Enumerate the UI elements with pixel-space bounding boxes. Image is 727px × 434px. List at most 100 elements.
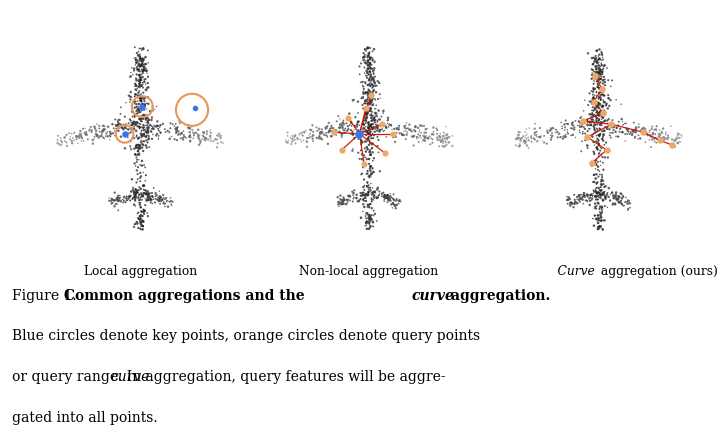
Point bbox=[171, 125, 182, 132]
Point bbox=[366, 165, 378, 172]
Point bbox=[140, 120, 152, 127]
Point bbox=[334, 116, 346, 123]
Point bbox=[413, 132, 425, 138]
Point bbox=[343, 115, 355, 122]
Point bbox=[371, 128, 383, 135]
Point bbox=[358, 86, 369, 93]
Point bbox=[369, 129, 380, 136]
Point bbox=[593, 194, 605, 201]
Point bbox=[364, 175, 376, 182]
Point bbox=[129, 114, 140, 121]
Point bbox=[133, 184, 145, 191]
Point bbox=[59, 138, 71, 145]
Point bbox=[567, 201, 579, 208]
Point bbox=[441, 135, 452, 142]
Text: aggregation.: aggregation. bbox=[446, 288, 550, 302]
Point bbox=[164, 129, 175, 136]
Point bbox=[174, 132, 186, 139]
Point bbox=[588, 151, 600, 158]
Point bbox=[145, 128, 156, 135]
Point bbox=[518, 138, 530, 145]
Point bbox=[600, 195, 611, 202]
Point bbox=[356, 137, 367, 144]
Point bbox=[128, 190, 140, 197]
Point bbox=[195, 140, 206, 147]
Point bbox=[358, 190, 369, 197]
Point bbox=[416, 123, 427, 130]
Point bbox=[362, 135, 374, 142]
Point bbox=[68, 138, 80, 145]
Point bbox=[184, 133, 196, 140]
Point bbox=[409, 133, 420, 140]
Point bbox=[595, 207, 607, 214]
Point bbox=[611, 194, 622, 201]
Point bbox=[134, 216, 145, 223]
Point bbox=[365, 112, 377, 119]
Point bbox=[366, 85, 378, 92]
Point bbox=[595, 80, 606, 87]
Point bbox=[585, 118, 597, 125]
Point bbox=[137, 217, 148, 224]
Point bbox=[140, 104, 151, 111]
Point bbox=[126, 187, 138, 194]
Point bbox=[90, 131, 102, 138]
Point bbox=[283, 138, 294, 145]
Point bbox=[446, 133, 458, 140]
Point bbox=[86, 128, 97, 135]
Point bbox=[139, 77, 150, 84]
Point bbox=[592, 61, 603, 68]
Point bbox=[132, 194, 144, 201]
Point bbox=[662, 135, 674, 142]
Point bbox=[357, 105, 369, 112]
Point bbox=[359, 145, 371, 152]
Point bbox=[598, 93, 610, 100]
Point bbox=[142, 197, 153, 204]
Point bbox=[138, 183, 150, 190]
Point bbox=[137, 223, 148, 230]
Point bbox=[119, 131, 130, 138]
Point bbox=[592, 74, 603, 81]
Point bbox=[369, 110, 381, 117]
Point bbox=[133, 200, 145, 207]
Point bbox=[137, 224, 148, 230]
Point bbox=[358, 79, 370, 86]
Point bbox=[599, 196, 611, 203]
Point bbox=[367, 126, 379, 133]
Point bbox=[597, 81, 608, 88]
Point bbox=[596, 53, 608, 59]
Point bbox=[579, 193, 591, 200]
Point bbox=[131, 142, 142, 149]
Point bbox=[129, 62, 141, 69]
Point bbox=[412, 125, 424, 132]
Point bbox=[583, 196, 595, 203]
Point bbox=[150, 194, 161, 201]
Point bbox=[165, 201, 177, 208]
Point bbox=[623, 201, 635, 207]
Point bbox=[519, 135, 531, 141]
Point bbox=[531, 134, 542, 141]
Point bbox=[587, 70, 598, 77]
Point bbox=[148, 185, 159, 192]
Point bbox=[135, 118, 147, 125]
Point bbox=[515, 136, 526, 143]
Point bbox=[67, 135, 79, 142]
Point bbox=[594, 209, 606, 216]
Point bbox=[372, 125, 384, 132]
Point bbox=[615, 200, 627, 207]
Point bbox=[658, 138, 670, 145]
Point bbox=[431, 131, 443, 138]
Point bbox=[365, 215, 377, 222]
Point bbox=[281, 139, 292, 146]
Point bbox=[103, 195, 115, 202]
Point bbox=[134, 56, 146, 63]
Point bbox=[650, 135, 662, 142]
Point bbox=[357, 191, 369, 198]
Point bbox=[598, 99, 609, 106]
Point bbox=[141, 106, 153, 113]
Point bbox=[125, 145, 137, 152]
Point bbox=[172, 132, 184, 139]
Point bbox=[130, 144, 142, 151]
Point bbox=[587, 95, 599, 102]
Point bbox=[590, 216, 602, 223]
Point bbox=[672, 131, 683, 138]
